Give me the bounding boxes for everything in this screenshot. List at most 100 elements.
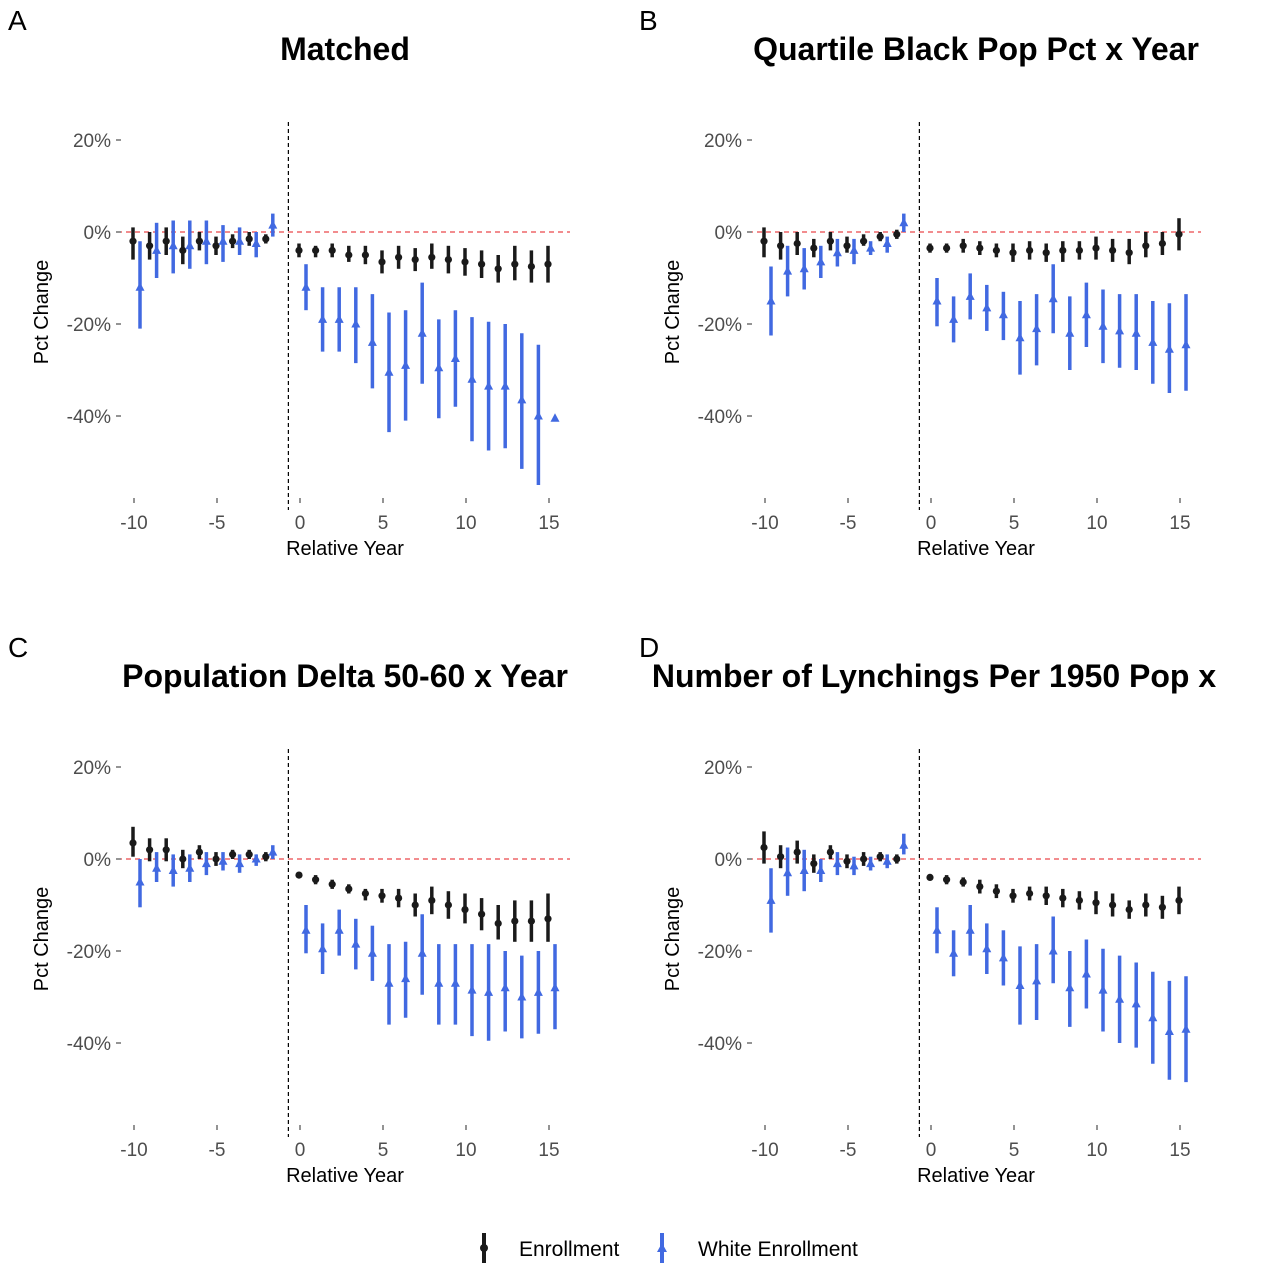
x-tick-label: 10 (1086, 1140, 1107, 1161)
panel-b-plot: 20% 0% -20% -40% -10 -5 0 5 10 15 (698, 122, 1201, 534)
white-enrollment-point (998, 309, 1008, 319)
enrollment-point (361, 889, 369, 898)
white-enrollment-point (899, 217, 909, 227)
enrollment-point (893, 230, 901, 238)
x-tick-label: 5 (378, 1140, 389, 1161)
white-enrollment-point (799, 865, 809, 874)
enrollment-point (876, 233, 884, 241)
white-enrollment-point (484, 987, 494, 996)
white-enrollment-point (318, 943, 328, 953)
white-enrollment-point (1015, 980, 1025, 989)
white-enrollment-point (152, 863, 162, 872)
enrollment-point (146, 846, 154, 854)
panel-d-title: Number of Lynchings Per 1950 Pop x (652, 658, 1217, 694)
y-tick-label: 20% (73, 131, 111, 152)
enrollment-point (1142, 901, 1150, 909)
enrollment-point (1109, 246, 1117, 254)
white-enrollment-point (1115, 994, 1125, 1003)
panel-c-y-axis-title: Pct Change (31, 887, 53, 992)
white-enrollment-point (367, 948, 377, 957)
x-tick-label: 15 (538, 513, 559, 534)
enrollment-point (760, 237, 768, 245)
enrollment-point (544, 260, 552, 268)
enrollment-point (926, 244, 934, 252)
enrollment-point (345, 251, 353, 259)
y-tick-label: 20% (704, 758, 742, 779)
white-enrollment-point (1181, 1024, 1191, 1033)
enrollment-point (295, 246, 303, 254)
white-enrollment-point (982, 302, 992, 312)
white-enrollment-point (401, 973, 411, 983)
legend-item-enrollment: Enrollment (480, 1233, 620, 1263)
white-enrollment-point (1015, 332, 1025, 342)
enrollment-point (976, 244, 984, 252)
enrollment-point (378, 892, 386, 900)
x-tick-label: -10 (751, 1140, 778, 1161)
white-enrollment-point (450, 978, 460, 987)
white-enrollment-point (1032, 975, 1042, 985)
enrollment-point (395, 894, 403, 902)
panel-d-plot: 20% 0% -20% -40% -10 -5 0 5 10 15 (698, 749, 1201, 1161)
enrollment-point (195, 848, 203, 856)
white-enrollment-point (1065, 328, 1075, 337)
enrollment-point (860, 855, 868, 863)
white-enrollment-point (1098, 321, 1108, 330)
enrollment-point (295, 871, 303, 879)
x-tick-label: 0 (926, 513, 937, 534)
y-tick-label: -20% (698, 315, 742, 336)
white-enrollment-point (152, 245, 162, 254)
white-enrollment-point (766, 296, 776, 305)
enrollment-point (478, 910, 486, 918)
white-enrollment-point (1115, 325, 1125, 335)
enrollment-point (826, 848, 835, 856)
white-enrollment-point (1048, 293, 1058, 303)
enrollment-point (1075, 246, 1083, 254)
panel-b-letter: B (639, 5, 658, 36)
white-enrollment-point (1131, 328, 1141, 337)
white-enrollment-point (201, 236, 211, 245)
y-tick-label: -40% (67, 407, 111, 428)
x-tick-label: -5 (209, 513, 226, 534)
white-enrollment-point (982, 943, 992, 953)
enrollment-point (461, 906, 469, 914)
x-tick-label: 0 (295, 1140, 306, 1161)
white-enrollment-point (866, 858, 876, 868)
white-enrollment-point (467, 374, 477, 383)
panel-a-x-axis-title: Relative Year (286, 538, 404, 560)
panel-c: C Population Delta 50-60 x Year 20% 0% -20… (8, 632, 570, 1187)
white-enrollment-point (268, 847, 278, 856)
white-enrollment-point (849, 860, 859, 870)
x-tick-label: 5 (1009, 513, 1020, 534)
enrollment-point (411, 901, 419, 909)
enrollment-point (1109, 901, 1117, 909)
white-enrollment-point (832, 858, 842, 868)
enrollment-point (162, 237, 170, 245)
white-enrollment-point (816, 256, 826, 266)
white-enrollment-point (168, 240, 178, 250)
white-enrollment-point (467, 985, 477, 994)
enrollment-point (760, 843, 768, 852)
enrollment-point (1142, 242, 1150, 250)
enrollment-point (162, 846, 170, 854)
enrollment-point (860, 237, 868, 245)
white-enrollment-point (832, 247, 842, 257)
panel-b-title: Quartile Black Pop Pct x Year (753, 31, 1199, 67)
enrollment-point (1175, 896, 1183, 905)
enrollment-point (312, 246, 320, 254)
white-enrollment-point (866, 243, 876, 252)
enrollment-point (511, 917, 519, 925)
white-enrollment-point (367, 337, 377, 346)
enrollment-point (1026, 889, 1034, 898)
enrollment-point (179, 855, 187, 863)
panel-d-letter: D (639, 632, 659, 663)
y-tick-label: 0% (715, 223, 743, 244)
white-enrollment-point (533, 411, 543, 420)
white-enrollment-point (318, 314, 328, 323)
panel-c-letter: C (8, 632, 28, 663)
white-enrollment-point (218, 856, 228, 865)
white-enrollment-point (965, 925, 975, 934)
enrollment-point (810, 860, 818, 868)
white-enrollment-point (301, 282, 311, 291)
